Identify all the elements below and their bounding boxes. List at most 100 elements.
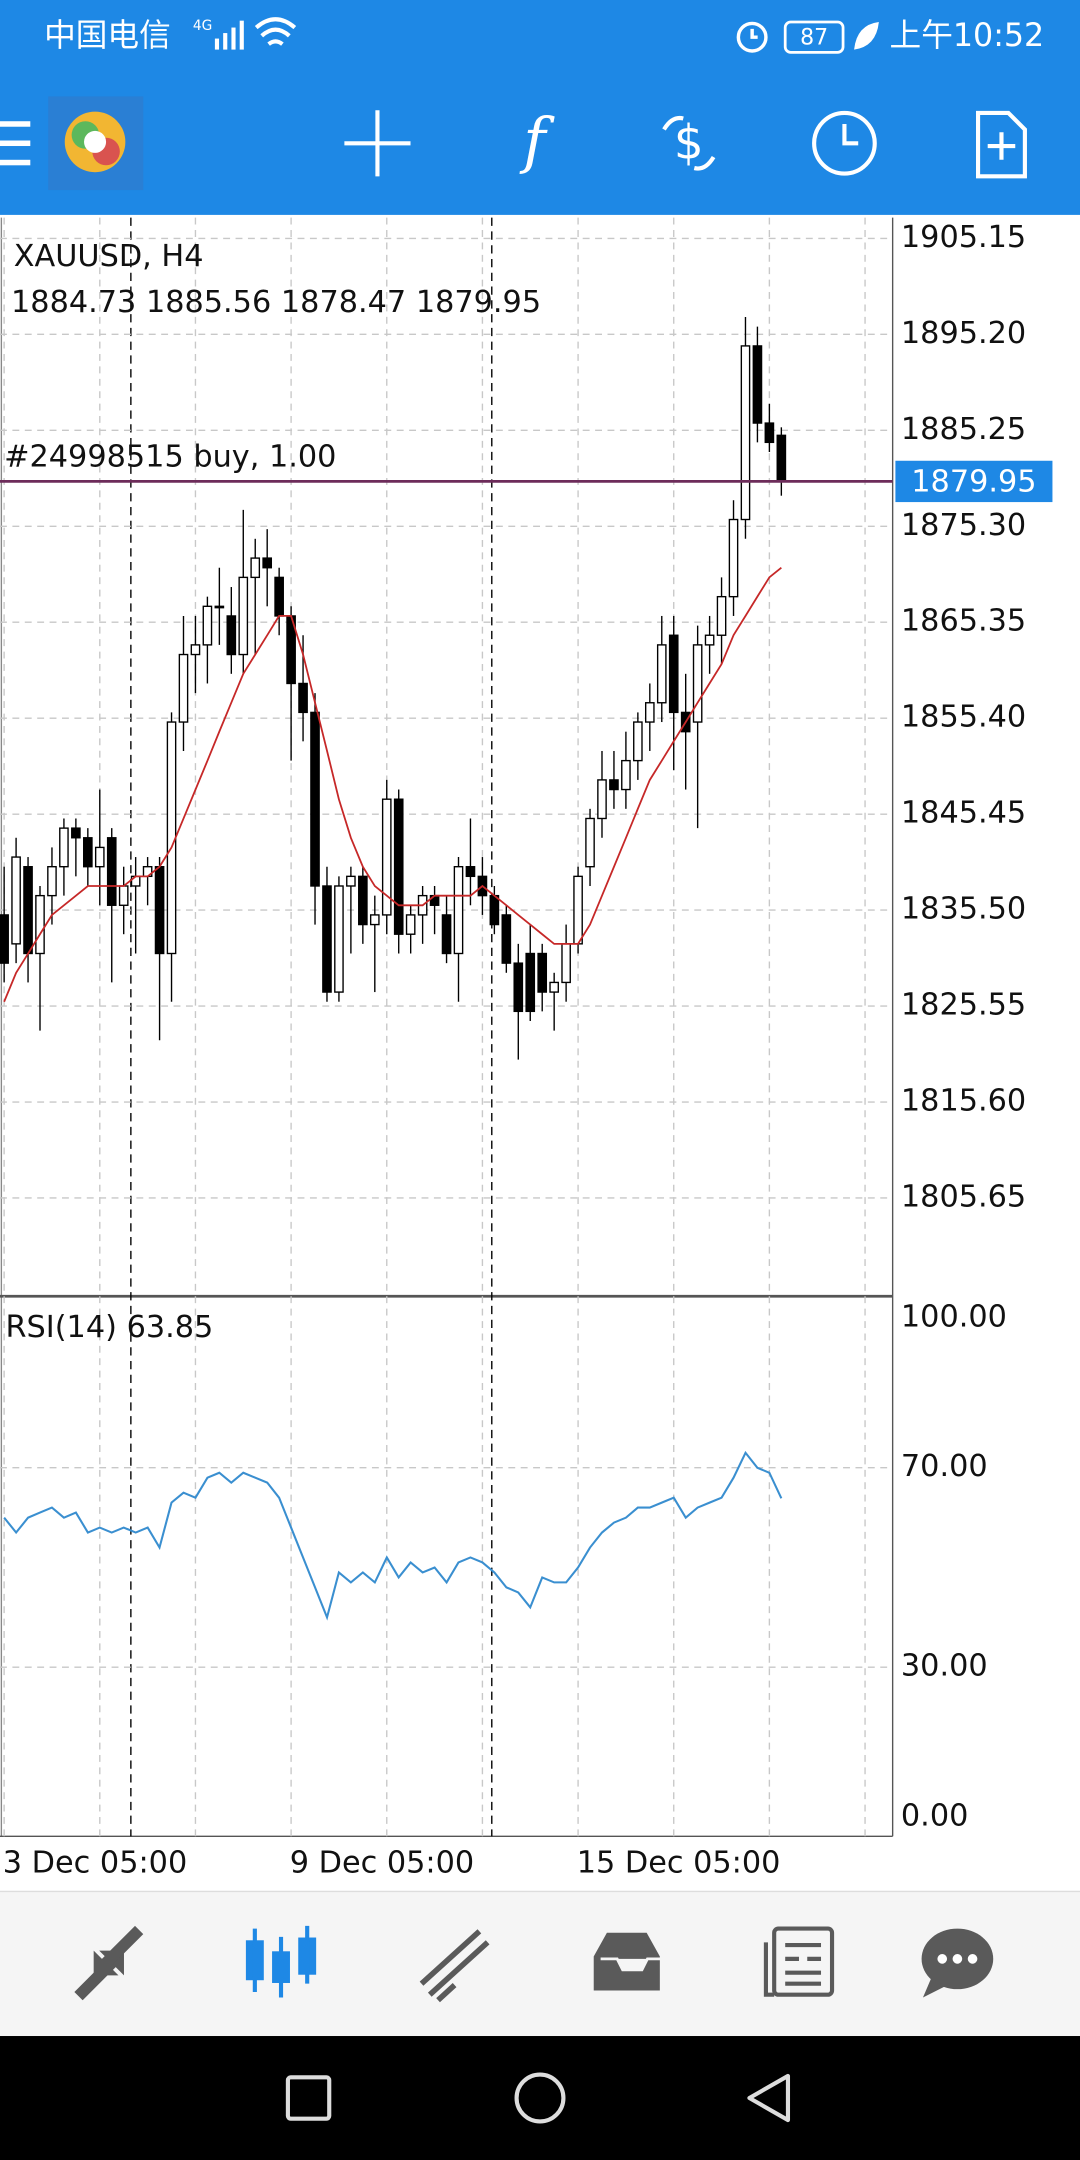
trade-button[interactable]: $ [662,115,716,171]
candle-body [776,434,787,483]
y-tick-label: 1845.45 [901,796,1026,831]
rsi-readout: RSI(14) 63.85 [6,1309,214,1344]
candle-body [346,875,356,887]
app-logo[interactable] [48,96,144,191]
high-value: 1885.56 [146,285,271,320]
candle-body [573,875,583,945]
signal-icon [214,20,244,50]
recents-button[interactable] [285,2075,332,2121]
candle-body [740,345,751,521]
candle-body [633,721,643,762]
candle-body [728,518,739,598]
candle-body [621,759,631,791]
wifi-icon [254,17,297,46]
carrier: 中国电信 [44,18,171,54]
open-value: 1884.73 [11,285,136,320]
candle-body [59,827,69,868]
crosshair-button[interactable] [344,110,411,177]
menu-button[interactable] [0,121,31,166]
leaf-icon [854,22,879,50]
rsi-tick-label: 70.00 [901,1449,988,1484]
candle-body [465,866,476,878]
candle-body [597,779,607,820]
price-tag [895,460,1053,503]
candle-body [393,798,404,935]
price-tag-label: 1879.95 [911,464,1036,499]
candle-body [166,721,177,955]
candle-body [334,885,344,993]
candle-body [250,557,261,579]
rsi-tick-label: 100.00 [901,1300,1007,1335]
battery-level: 87 [800,26,828,51]
candle-body [154,866,165,955]
candle-body [83,837,93,868]
quotes-tab[interactable] [74,1925,144,2001]
new-order-button[interactable] [975,110,1027,179]
close-value: 1879.95 [416,285,541,320]
trade-label: #24998515 buy, 1.00 [4,440,336,475]
candle-body [11,856,21,945]
back-button[interactable] [747,2073,791,2123]
news-tab[interactable] [763,1926,835,1997]
rsi-name: RSI(14) [6,1309,117,1344]
candle-body [0,914,9,964]
candle-body [644,702,655,723]
candle-body [549,981,559,993]
candle-body [35,894,45,955]
candle-body [716,595,727,636]
y-tick-label: 1805.65 [901,1179,1026,1214]
y-tick-label: 1835.50 [901,892,1026,927]
candle-body [106,837,117,906]
candle-body [405,914,416,935]
candle-body [274,576,284,617]
chart-tab[interactable] [245,1925,317,1998]
x-tick-label: 3 Dec 05:00 [3,1845,187,1880]
ohlc-readout: 1884.73 1885.56 1878.47 1879.95 [11,285,541,320]
candle-body [501,914,512,964]
candle-body [262,557,273,569]
y-tick-label: 1905.15 [901,220,1026,255]
candle-body [537,952,548,993]
candle-body [226,615,237,656]
candle-body [525,952,536,1013]
clock: 上午10:52 [890,18,1045,54]
candle-body [118,885,129,906]
timeframe-button[interactable] [812,110,877,176]
trade-tab[interactable] [419,1929,490,2003]
moving-average [3,566,782,1003]
x-tick-label: 9 Dec 05:00 [290,1845,474,1880]
candle-body [238,576,249,656]
history-tab[interactable] [590,1929,664,1994]
candle-body [656,644,667,704]
network-type: 4G [193,18,212,34]
plot: 1905.15 1895.20 1885.25 1875.30 1865.35 1855.… [0,217,1053,1880]
candle-body [561,943,571,984]
candle-body [692,644,703,723]
chat-tab[interactable] [921,1928,994,1998]
candle-body [609,779,619,791]
low-value: 1878.47 [281,285,406,320]
candle-body [369,914,380,926]
rsi-line [3,1450,783,1621]
candle-body [190,644,201,656]
y-tick-label: 1885.25 [901,412,1026,447]
candle-body [214,605,225,609]
candle-body [381,798,392,916]
app-header [0,0,1080,215]
y-tick-label: 1875.30 [901,508,1026,543]
system-nav [0,2036,1080,2160]
svg-text:$: $ [674,117,704,171]
x-tick-label: 15 Dec 05:00 [577,1845,781,1880]
candle-body [322,885,332,993]
candle-body [298,682,308,714]
rsi-tick-label: 0.00 [901,1798,968,1833]
battery-icon [783,20,845,54]
candle-body [47,866,57,897]
home-button[interactable] [514,2072,566,2124]
candle-body [513,962,524,1013]
candle-body [453,866,464,955]
candle-body [202,605,213,646]
